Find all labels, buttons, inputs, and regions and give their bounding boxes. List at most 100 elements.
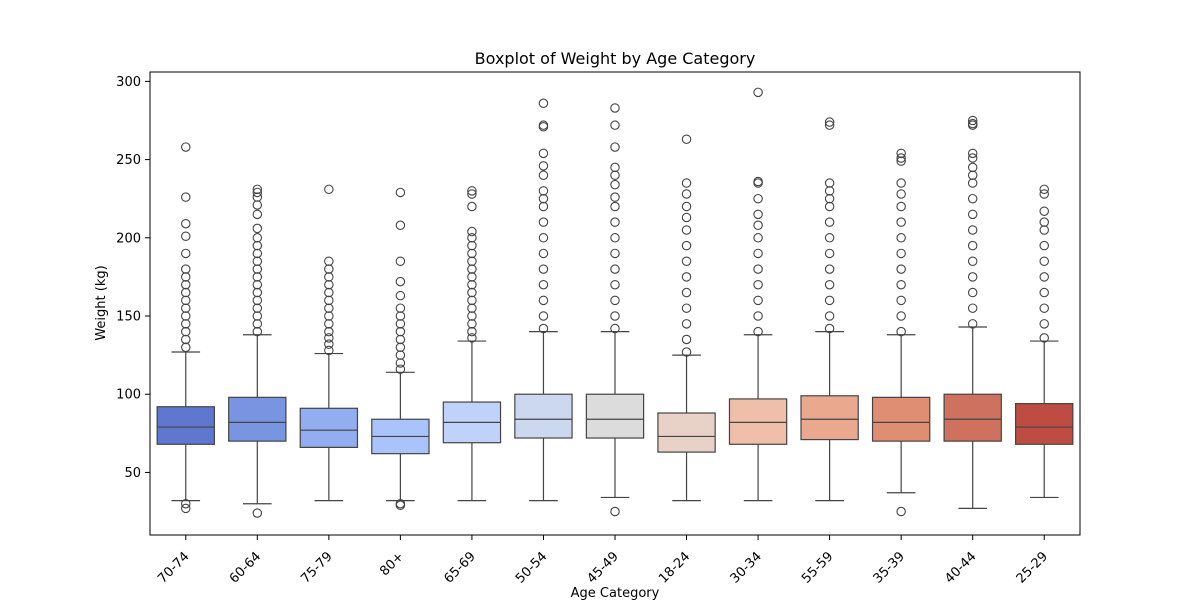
outlier-point bbox=[395, 498, 406, 509]
outlier-point bbox=[610, 162, 620, 173]
x-tick-label: 60-64 bbox=[227, 549, 264, 586]
outlier-point bbox=[395, 334, 406, 345]
outlier-point bbox=[181, 295, 191, 306]
outlier-point bbox=[824, 120, 835, 130]
outlier-point bbox=[324, 279, 334, 290]
y-tick-label: 300 bbox=[116, 75, 141, 90]
outlier-point bbox=[252, 192, 263, 202]
outlier-point bbox=[252, 184, 263, 195]
y-tick-label: 50 bbox=[124, 466, 141, 481]
box-iqr bbox=[299, 407, 359, 449]
box-group-50-54 bbox=[514, 98, 573, 502]
outlier-point bbox=[1039, 272, 1049, 282]
x-tick-label: 45-49 bbox=[585, 549, 622, 586]
box-iqr bbox=[657, 412, 716, 453]
x-tick-label: 80+ bbox=[377, 549, 407, 579]
outlier-point bbox=[395, 290, 406, 301]
outlier-point bbox=[467, 256, 477, 267]
outlier-point bbox=[181, 231, 191, 241]
outlier-point bbox=[1039, 184, 1049, 195]
outlier-point bbox=[681, 272, 692, 282]
outlier-point bbox=[395, 256, 406, 267]
outlier-point bbox=[252, 326, 263, 337]
outlier-point bbox=[824, 186, 835, 196]
outlier-point bbox=[610, 217, 620, 227]
outlier-point bbox=[896, 264, 906, 274]
outlier-point bbox=[181, 311, 191, 321]
x-tick-label: 70-74 bbox=[155, 549, 192, 586]
x-tick-label: 55-59 bbox=[799, 549, 836, 586]
outlier-point bbox=[753, 220, 763, 231]
outlier-point bbox=[538, 323, 549, 334]
outlier-point bbox=[681, 303, 692, 313]
outlier-point bbox=[324, 264, 334, 274]
outlier-point bbox=[610, 233, 620, 243]
outlier-point bbox=[538, 193, 549, 204]
outlier-point bbox=[181, 218, 191, 229]
outlier-point bbox=[181, 248, 191, 259]
outlier-point bbox=[967, 303, 978, 313]
outlier-point bbox=[753, 176, 763, 187]
outlier-point bbox=[753, 264, 763, 274]
outlier-point bbox=[681, 334, 692, 345]
outlier-point bbox=[824, 178, 835, 188]
outlier-point bbox=[681, 134, 692, 145]
box-group-35-39 bbox=[871, 148, 931, 517]
outlier-point bbox=[967, 162, 978, 173]
outlier-point bbox=[896, 148, 906, 159]
outlier-point bbox=[181, 192, 191, 202]
outlier-point bbox=[610, 179, 620, 190]
box-group-25-29 bbox=[1015, 184, 1074, 499]
outlier-point bbox=[824, 295, 835, 306]
outlier-point bbox=[610, 506, 620, 517]
outlier-point bbox=[896, 279, 906, 290]
box-group-30-34 bbox=[728, 87, 788, 502]
outlier-point bbox=[753, 87, 763, 98]
outlier-point bbox=[610, 142, 620, 152]
x-tick-label: 18-24 bbox=[656, 549, 693, 586]
outlier-point bbox=[252, 311, 263, 321]
outlier-point bbox=[181, 498, 191, 509]
outlier-point bbox=[467, 264, 477, 274]
outlier-point bbox=[395, 276, 406, 287]
outlier-point bbox=[181, 334, 191, 345]
outlier-point bbox=[824, 311, 835, 321]
plot-frame bbox=[149, 71, 1081, 536]
outlier-point bbox=[467, 186, 477, 196]
outlier-point bbox=[896, 233, 906, 243]
outlier-point bbox=[681, 256, 692, 267]
outlier-point bbox=[181, 503, 191, 514]
box-iqr bbox=[585, 393, 645, 439]
outlier-point bbox=[681, 225, 692, 235]
outlier-point bbox=[324, 311, 334, 321]
outlier-point bbox=[538, 217, 549, 227]
outlier-point bbox=[967, 225, 978, 235]
y-tick-label: 100 bbox=[116, 388, 141, 403]
outlier-point bbox=[467, 333, 477, 343]
outlier-point bbox=[324, 339, 334, 349]
box-group-80+ bbox=[371, 187, 430, 511]
outlier-point bbox=[181, 279, 191, 290]
outlier-point bbox=[181, 287, 191, 298]
outlier-point bbox=[1039, 287, 1049, 298]
outlier-point bbox=[467, 319, 477, 329]
outlier-point bbox=[324, 272, 334, 282]
outlier-point bbox=[538, 311, 549, 321]
outlier-point bbox=[824, 117, 835, 127]
outlier-point bbox=[896, 153, 906, 163]
outlier-point bbox=[467, 240, 477, 251]
outlier-point bbox=[896, 295, 906, 306]
outlier-point bbox=[896, 326, 906, 337]
outlier-point bbox=[896, 248, 906, 259]
outlier-point bbox=[252, 209, 263, 220]
outlier-point bbox=[395, 311, 406, 321]
x-tick-label: 75-79 bbox=[298, 549, 335, 586]
outlier-point bbox=[467, 303, 477, 313]
box-group-70-74 bbox=[156, 142, 215, 514]
outlier-point bbox=[395, 342, 406, 353]
outlier-point bbox=[610, 201, 620, 212]
box-iqr bbox=[728, 398, 788, 445]
outlier-point bbox=[395, 350, 406, 360]
x-tick-label: 35-39 bbox=[871, 549, 908, 586]
outlier-point bbox=[324, 295, 334, 306]
